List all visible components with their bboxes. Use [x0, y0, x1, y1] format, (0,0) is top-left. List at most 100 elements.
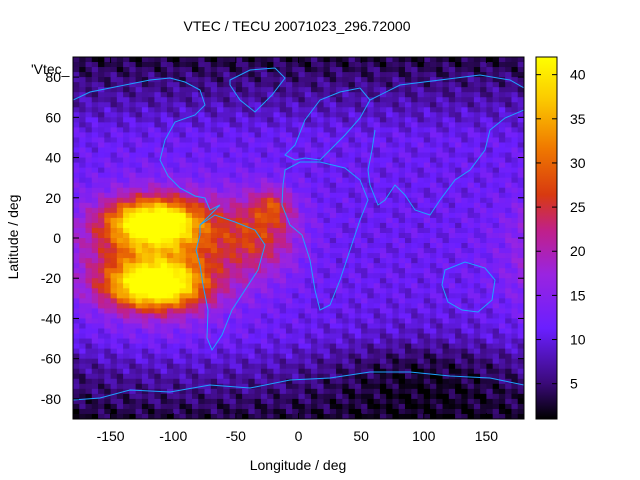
heatmap-cell — [273, 182, 281, 189]
heatmap-cell — [455, 298, 462, 304]
heatmap-cell — [354, 157, 362, 164]
heatmap-cell — [329, 353, 337, 360]
heatmap-cell — [430, 127, 437, 134]
heatmap-cell — [135, 172, 143, 179]
heatmap-cell — [323, 87, 331, 93]
heatmap-cell — [229, 122, 237, 128]
heatmap-cell — [323, 373, 331, 380]
heatmap-cell — [148, 378, 156, 385]
heatmap-cell — [129, 197, 137, 204]
heatmap-cell — [498, 393, 506, 400]
heatmap-cell — [248, 328, 256, 335]
heatmap-cell — [423, 137, 431, 144]
heatmap-cell — [442, 207, 450, 214]
heatmap-cell — [185, 147, 193, 154]
heatmap-cell — [210, 182, 218, 189]
heatmap-cell — [367, 227, 375, 234]
heatmap-cell — [141, 298, 149, 304]
heatmap-cell — [505, 157, 513, 164]
heatmap-cell — [304, 348, 312, 355]
heatmap-cell — [123, 162, 130, 169]
heatmap-cell — [423, 132, 431, 139]
heatmap-cell — [198, 202, 206, 209]
heatmap-cell — [292, 82, 300, 88]
heatmap-cell — [448, 77, 456, 83]
heatmap-cell — [185, 232, 193, 239]
heatmap-cell — [298, 72, 306, 78]
heatmap-cell — [311, 408, 318, 415]
heatmap-cell — [398, 222, 406, 229]
heatmap-cell — [204, 363, 212, 370]
heatmap-cell — [486, 403, 494, 410]
heatmap-cell — [392, 343, 400, 350]
heatmap-cell — [379, 117, 387, 123]
heatmap-cell — [267, 253, 275, 259]
heatmap-cell — [342, 187, 350, 194]
heatmap-cell — [486, 383, 494, 390]
heatmap-cell — [448, 338, 456, 345]
heatmap-cell — [386, 258, 394, 264]
heatmap-cell — [198, 157, 206, 164]
heatmap-cell — [192, 82, 199, 88]
heatmap-cell — [85, 152, 93, 159]
heatmap-cell — [267, 338, 275, 345]
heatmap-cell — [367, 323, 375, 330]
heatmap-cell — [73, 248, 80, 254]
heatmap-cell — [185, 57, 193, 63]
heatmap-cell — [480, 393, 488, 400]
heatmap-cell — [223, 258, 231, 264]
heatmap-cell — [417, 348, 425, 355]
heatmap-cell — [329, 358, 337, 365]
heatmap-cell — [480, 192, 488, 199]
heatmap-cell — [336, 182, 343, 189]
heatmap-cell — [492, 72, 500, 78]
heatmap-cell — [91, 82, 99, 88]
heatmap-cell — [235, 318, 243, 325]
heatmap-cell — [242, 353, 249, 360]
heatmap-cell — [386, 358, 394, 365]
heatmap-cell — [217, 67, 224, 73]
heatmap-cell — [480, 137, 488, 144]
heatmap-cell — [229, 187, 237, 194]
heatmap-cell — [417, 107, 425, 113]
heatmap-cell — [367, 353, 375, 360]
heatmap-cell — [79, 373, 87, 380]
heatmap-cell — [173, 117, 181, 123]
heatmap-cell — [292, 343, 300, 350]
heatmap-cell — [223, 298, 231, 304]
heatmap-cell — [285, 328, 293, 335]
heatmap-cell — [192, 67, 199, 73]
heatmap-cell — [367, 268, 375, 274]
heatmap-cell — [179, 197, 187, 204]
heatmap-cell — [73, 318, 80, 325]
heatmap-cell — [367, 393, 375, 400]
heatmap-cell — [141, 72, 149, 78]
heatmap-cell — [292, 348, 300, 355]
heatmap-cell — [505, 62, 513, 68]
heatmap-cell — [129, 253, 137, 259]
heatmap-cell — [455, 278, 462, 284]
heatmap-cell — [98, 273, 105, 279]
heatmap-cell — [260, 408, 268, 415]
heatmap-cell — [79, 147, 87, 154]
heatmap-cell — [461, 328, 469, 335]
heatmap-cell — [273, 293, 281, 299]
heatmap-cell — [292, 187, 300, 194]
heatmap-cell — [423, 62, 431, 68]
heatmap-cell — [311, 308, 318, 315]
heatmap-cell — [173, 222, 181, 229]
heatmap-cell — [223, 413, 231, 419]
heatmap-cell — [392, 222, 400, 229]
heatmap-cell — [104, 77, 112, 83]
heatmap-cell — [323, 207, 331, 214]
heatmap-cell — [123, 368, 130, 375]
heatmap-cell — [79, 177, 87, 184]
heatmap-cell — [392, 328, 400, 335]
heatmap-cell — [217, 87, 224, 93]
heatmap-cell — [404, 137, 412, 144]
heatmap-cell — [198, 243, 206, 249]
heatmap-cell — [98, 227, 105, 234]
heatmap-cell — [235, 192, 243, 199]
heatmap-cell — [123, 408, 130, 415]
heatmap-cell — [304, 187, 312, 194]
